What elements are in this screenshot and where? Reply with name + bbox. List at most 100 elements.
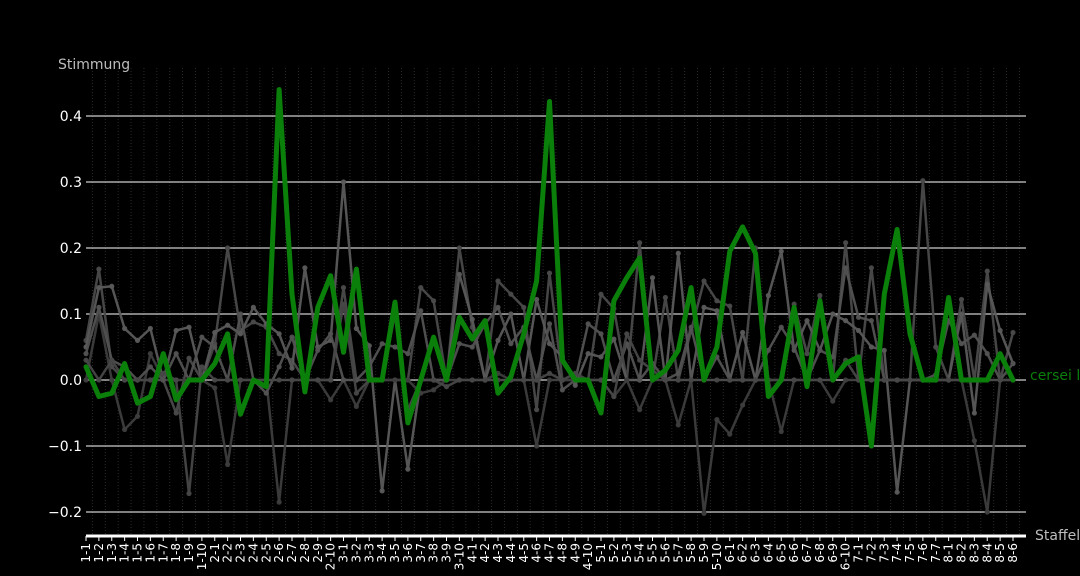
x-tick-label: 1-6: [143, 543, 157, 563]
background-series-4-point: [546, 321, 553, 327]
background-series-5-point: [186, 490, 192, 497]
x-tick-label: 2-6: [272, 543, 286, 563]
background-series-4-point: [276, 364, 282, 370]
background-series-4-point: [315, 347, 321, 353]
background-series-5-point: [315, 377, 321, 383]
background-series-2-point: [289, 365, 295, 371]
y-tick-label: −0.2: [48, 505, 82, 521]
x-tick-label: 2-8: [298, 543, 312, 563]
background-series-1-point: [984, 268, 990, 274]
background-series-2-point: [109, 283, 115, 289]
background-series-4-point: [495, 304, 501, 310]
background-series-2-point: [611, 336, 617, 342]
background-series-2-point: [186, 324, 192, 330]
background-series-5-point: [122, 377, 128, 383]
x-tick-label: 8-5: [993, 543, 1007, 563]
background-series-1-point: [418, 285, 424, 291]
background-series-5-point: [791, 377, 797, 383]
background-series-2-point: [353, 325, 359, 332]
x-tick-label: 5-7: [671, 543, 685, 563]
background-series-5-point: [997, 377, 1003, 383]
x-tick-label: 1-1: [79, 543, 93, 563]
x-tick-label: 3-5: [388, 543, 402, 563]
background-series-2-point: [237, 331, 244, 337]
background-series-1-point: [495, 278, 501, 284]
background-series-3-point: [624, 377, 630, 383]
background-series-3-point: [546, 377, 553, 383]
background-series-3-point: [843, 377, 849, 383]
background-series-4-point: [791, 344, 797, 350]
background-series-4-point: [160, 377, 166, 383]
x-tick-label: 3-8: [427, 543, 441, 563]
background-series-2-point: [843, 318, 849, 324]
background-series-4-point: [675, 370, 681, 376]
x-tick-label: 6-6: [787, 543, 801, 563]
x-tick-label: 6-10: [839, 543, 853, 570]
background-series-2-point: [147, 325, 153, 332]
x-tick-label: 2-1: [208, 543, 222, 563]
background-series-3-point: [701, 510, 707, 516]
x-tick-label: 4-5: [517, 543, 531, 563]
background-series-4-point: [508, 341, 514, 347]
background-series-1-point: [508, 291, 514, 297]
x-tick-label: 2-5: [259, 543, 273, 563]
background-series-1-point: [276, 351, 282, 357]
background-series-4-point: [843, 265, 849, 271]
x-tick-label: 5-2: [607, 543, 621, 563]
background-series-4-point: [96, 304, 102, 310]
background-series-5-point: [160, 370, 166, 376]
background-series-2-point: [585, 351, 591, 357]
background-series-4-point: [855, 314, 862, 320]
x-tick-label: 3-9: [440, 543, 454, 563]
y-tick-label: 0.0: [60, 373, 82, 389]
x-tick-label: 3-7: [414, 543, 428, 563]
background-series-1-point: [96, 266, 102, 272]
background-series-1-point: [843, 240, 849, 246]
background-series-1-point: [1010, 329, 1016, 336]
background-series-1-point: [701, 278, 707, 284]
background-series-1-point: [868, 265, 874, 271]
background-series-5-point: [611, 393, 617, 400]
background-series-1-point: [598, 291, 604, 297]
background-series-5-point: [469, 377, 475, 383]
background-series-2-point: [546, 341, 553, 347]
y-tick-label: 0.1: [60, 307, 82, 323]
background-series-2-point: [868, 344, 874, 350]
series-lines: [83, 87, 1016, 516]
x-tick-label: 2-10: [324, 543, 338, 570]
x-tick-label: 5-5: [646, 543, 660, 563]
background-series-5-point: [637, 357, 643, 363]
background-series-1-point: [173, 410, 179, 416]
background-series-5-point: [881, 377, 887, 383]
background-series-4-point: [418, 308, 424, 314]
background-series-4-point: [559, 387, 565, 393]
x-tick-label: 1-8: [169, 543, 183, 563]
background-series-5-point: [662, 377, 668, 383]
background-series-2-point: [701, 304, 707, 310]
background-series-2-point: [971, 410, 977, 416]
background-series-3-point: [212, 385, 218, 391]
background-series-3-point: [830, 398, 836, 404]
background-series-4-point: [778, 324, 784, 330]
y-axis-label: Stimmung: [58, 57, 130, 73]
x-tick-label: 7-6: [916, 543, 930, 563]
background-series-5-point: [328, 377, 334, 383]
background-series-3-point: [431, 387, 437, 393]
background-series-5-point: [289, 377, 295, 383]
background-series-3-point: [534, 443, 540, 449]
x-tick-label: 2-4: [246, 543, 260, 563]
background-series-2-point: [122, 325, 128, 332]
background-series-4-point: [598, 331, 604, 337]
background-series-5-point: [173, 377, 179, 383]
background-series-3-point: [714, 417, 720, 423]
background-series-2-point: [212, 329, 218, 336]
background-series-4-point: [83, 351, 89, 357]
background-series-4-point: [817, 347, 823, 353]
background-series-4-point: [199, 334, 205, 340]
background-series-5-point: [340, 301, 347, 307]
background-series-3-point: [971, 438, 977, 444]
background-series-1-point: [186, 355, 192, 361]
background-series-2-point: [804, 318, 810, 324]
x-tick-label: 3-10: [452, 543, 466, 570]
background-series-1-point: [521, 304, 527, 310]
